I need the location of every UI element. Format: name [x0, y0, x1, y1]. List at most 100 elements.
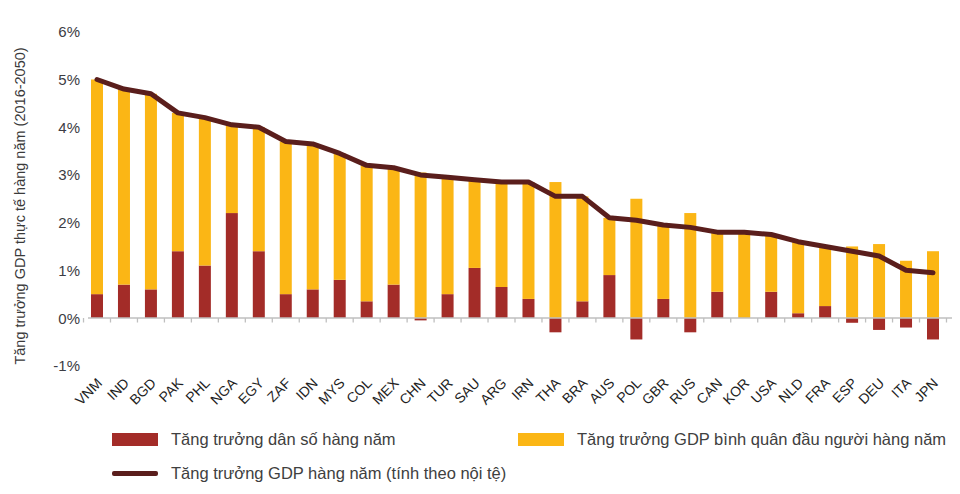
- bar-segment-gdp-per-capita: [172, 113, 184, 251]
- x-axis-label-kor: KOR: [720, 375, 753, 408]
- x-axis-label-gbr: GBR: [639, 375, 672, 408]
- population-legend-label: Tăng trưởng dân số hàng năm: [171, 430, 396, 449]
- bar-segment-population: [576, 301, 588, 318]
- gdp-growth-line: [97, 80, 933, 273]
- bar-segment-population: [172, 251, 184, 318]
- bar-segment-gdp-per-capita: [442, 177, 454, 294]
- bar-segment-gdp-per-capita: [549, 182, 561, 318]
- x-axis-label-egy: EGY: [235, 374, 268, 407]
- bar-segment-population: [91, 294, 103, 318]
- x-axis-label-aus: AUS: [586, 375, 618, 407]
- bar-segment-gdp-per-capita: [630, 199, 642, 318]
- bar-segment-population: [792, 313, 804, 318]
- x-axis-label-phl: PHL: [182, 375, 213, 406]
- x-axis-label-nld: NLD: [775, 375, 806, 406]
- bar-segment-population: [388, 285, 400, 318]
- bar-segment-gdp-per-capita: [576, 196, 588, 301]
- x-axis-label-chn: CHN: [396, 375, 429, 408]
- bar-segment-population: [846, 318, 858, 323]
- bar-segment-population: [657, 299, 669, 318]
- bar-segment-gdp-per-capita: [792, 242, 804, 314]
- x-axis-label-tha: THA: [532, 374, 564, 406]
- bar-segment-gdp-per-capita: [469, 180, 481, 268]
- gdp-line-legend-label: Tăng trưởng GDP hàng năm (tính theo nội …: [171, 464, 506, 483]
- x-axis-label-sau: SAU: [451, 375, 483, 407]
- x-axis-label-rus: RUS: [666, 375, 698, 407]
- bar-segment-gdp-per-capita: [765, 235, 777, 292]
- y-axis-tick-label: -1%: [53, 357, 80, 374]
- x-axis-label-col: COL: [343, 375, 375, 407]
- y-axis-tick-label: 3%: [58, 166, 80, 183]
- x-axis-label-vnm: VNM: [72, 375, 105, 408]
- bar-segment-population: [253, 251, 265, 318]
- gdp-growth-chart: Tăng trưởng GDP thực tế hàng năm (2016-2…: [0, 0, 960, 494]
- legend-item-gdp-line: Tăng trưởng GDP hàng năm (tính theo nội …: [112, 464, 506, 483]
- gdp-per-capita-legend-label: Tăng trưởng GDP bình quân đầu người hàng…: [577, 430, 946, 449]
- x-axis-label-fra: FRA: [802, 374, 834, 406]
- bar-segment-population: [280, 294, 292, 318]
- bar-segment-gdp-per-capita: [846, 246, 858, 318]
- x-axis-label-jpn: JPN: [911, 375, 941, 405]
- y-axis-tick-label: 6%: [58, 23, 80, 40]
- x-axis-label-ita: ITA: [888, 374, 914, 400]
- y-axis-tick-label: 2%: [58, 214, 80, 231]
- bar-segment-gdp-per-capita: [145, 94, 157, 290]
- y-axis-tick-label: 5%: [58, 71, 80, 88]
- bar-segment-population: [118, 285, 130, 318]
- bar-segment-gdp-per-capita: [711, 232, 723, 292]
- x-axis-label-usa: USA: [748, 374, 780, 406]
- x-axis-label-mys: MYS: [315, 375, 348, 408]
- plot-area: 6%5%4%3%2%1%0%-1%VNMINDBGDPAKPHLNGAEGYZA…: [0, 0, 960, 425]
- bar-segment-gdp-per-capita: [91, 80, 103, 295]
- x-axis-label-pol: POL: [613, 375, 644, 406]
- bar-segment-gdp-per-capita: [738, 232, 750, 318]
- x-axis-label-esp: ESP: [829, 375, 860, 406]
- bar-segment-gdp-per-capita: [496, 182, 508, 287]
- y-axis-tick-label: 1%: [58, 262, 80, 279]
- bar-segment-population: [199, 266, 211, 318]
- bar-segment-population: [334, 280, 346, 318]
- bar-segment-population: [927, 318, 939, 339]
- y-axis-tick-label: 0%: [58, 310, 80, 327]
- x-axis-label-pak: PAK: [156, 374, 187, 405]
- population-legend-swatch: [112, 433, 158, 446]
- bar-segment-gdp-per-capita: [307, 144, 319, 289]
- bar-segment-gdp-per-capita: [657, 225, 669, 299]
- bar-segment-population: [496, 287, 508, 318]
- bar-segment-gdp-per-capita: [253, 127, 265, 251]
- bar-segment-gdp-per-capita: [522, 182, 534, 299]
- bar-segment-population: [361, 301, 373, 318]
- legend-item-population: Tăng trưởng dân số hàng năm: [112, 430, 396, 449]
- bar-segment-population: [900, 318, 912, 328]
- bar-segment-gdp-per-capita: [603, 218, 615, 275]
- x-axis-label-nga: NGA: [207, 374, 240, 407]
- legend-item-gdp-per-capita: Tăng trưởng GDP bình quân đầu người hàng…: [518, 430, 946, 449]
- gdp-per-capita-legend-swatch: [518, 433, 564, 446]
- bar-segment-population: [711, 292, 723, 318]
- x-axis-label-bra: BRA: [559, 374, 591, 406]
- x-axis-label-mex: MEX: [369, 374, 402, 407]
- bar-segment-gdp-per-capita: [415, 173, 427, 318]
- bar-segment-population: [630, 318, 642, 339]
- x-axis-label-arg: ARG: [477, 375, 510, 408]
- bar-segment-population: [469, 268, 481, 318]
- bar-segment-gdp-per-capita: [334, 153, 346, 279]
- bar-segment-population: [873, 318, 885, 330]
- bar-segment-gdp-per-capita: [361, 165, 373, 301]
- bar-segment-population: [765, 292, 777, 318]
- bar-segment-gdp-per-capita: [388, 168, 400, 285]
- bar-segment-gdp-per-capita: [199, 118, 211, 266]
- bar-segment-population: [307, 289, 319, 318]
- bar-segment-population: [684, 318, 696, 332]
- bar-segment-population: [522, 299, 534, 318]
- bar-segment-gdp-per-capita: [819, 246, 831, 306]
- bar-segment-gdp-per-capita: [226, 125, 238, 213]
- bar-segment-population: [442, 294, 454, 318]
- bar-segment-gdp-per-capita: [118, 89, 130, 285]
- bar-segment-population: [549, 318, 561, 332]
- x-axis-label-irn: IRN: [508, 375, 536, 403]
- y-axis-tick-label: 4%: [58, 119, 80, 136]
- x-axis-label-zaf: ZAF: [264, 375, 294, 405]
- bar-segment-population: [603, 275, 615, 318]
- gdp-line-legend-swatch: [112, 471, 158, 476]
